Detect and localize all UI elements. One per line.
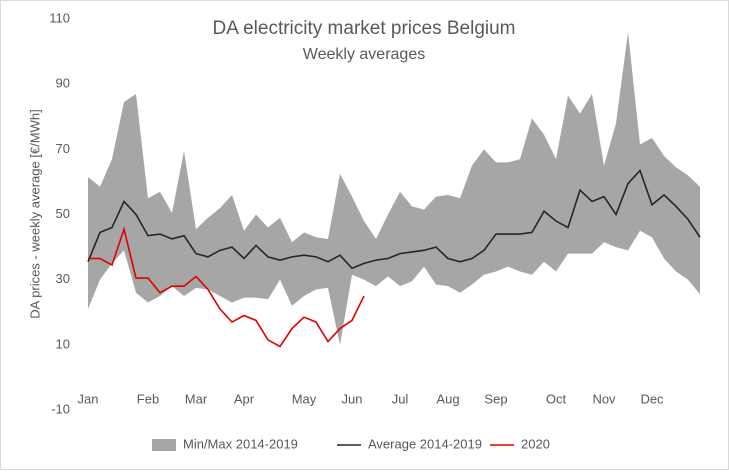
- min-max-band: [88, 32, 700, 345]
- x-tick-label: Oct: [546, 391, 567, 406]
- series-line: [87, 168, 701, 270]
- x-tick-label: May: [292, 391, 317, 406]
- legend-label: Min/Max 2014-2019: [183, 436, 298, 451]
- chart-title: DA electricity market prices Belgium: [212, 18, 515, 39]
- x-tick-label: Mar: [185, 391, 208, 406]
- y-tick-label: 70: [56, 141, 70, 156]
- y-tick-label: 90: [56, 76, 70, 91]
- legend-label: 2020: [521, 436, 550, 451]
- y-tick-label: 50: [56, 206, 70, 221]
- series-line: [88, 226, 365, 348]
- x-tick-label: Jul: [392, 391, 409, 406]
- x-tick-label: Apr: [234, 391, 255, 406]
- x-tick-label: Dec: [640, 391, 664, 406]
- x-tick-label: Aug: [436, 391, 459, 406]
- x-tick-label: Nov: [592, 391, 616, 406]
- y-axis-label: DA prices - weekly average [€/MWh]: [27, 109, 42, 319]
- y-tick-label: 30: [56, 271, 70, 286]
- y-tick-label: 10: [56, 336, 70, 351]
- y-tick-label: -10: [51, 401, 70, 416]
- legend-label: Average 2014-2019: [368, 436, 482, 451]
- y-tick-label: 110: [49, 10, 70, 25]
- x-tick-label: Jan: [78, 391, 99, 406]
- legend-swatch: [152, 439, 176, 451]
- chart-subtitle: Weekly averages: [303, 46, 425, 63]
- x-tick-label: Feb: [137, 391, 159, 406]
- x-tick-label: Sep: [484, 391, 507, 406]
- x-tick-label: Jun: [342, 391, 363, 406]
